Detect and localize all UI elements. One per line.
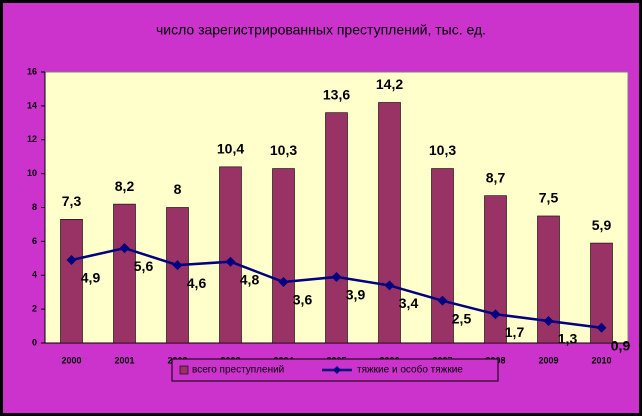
bar [484,195,507,344]
marker [172,260,183,271]
chart-title: число зарегистрированных преступлений, т… [156,22,486,38]
legend-label: тяжкие и особо тяжкие [357,364,463,376]
data-label: 10,3 [429,142,456,158]
marker [278,277,289,288]
marker [119,243,130,254]
data-label: 3,9 [346,287,366,303]
data-label: 10,4 [217,141,244,157]
marker [490,309,501,320]
data-label: 0,9 [611,337,631,353]
data-label: 10,3 [270,142,297,158]
bar [60,219,83,344]
y-tick-label: 6 [32,236,37,246]
data-label: 14,2 [376,76,403,92]
bar [537,215,560,344]
data-label: 5,9 [592,217,612,233]
data-label: 5,6 [134,258,154,274]
x-tick-label: 2009 [538,355,558,365]
legend-label: всего преступлений [192,365,284,376]
y-tick-label: 4 [32,270,37,280]
data-label: 4,9 [81,270,101,286]
bar [113,203,136,344]
data-label: 4,6 [187,275,207,291]
data-label: 3,6 [293,292,313,308]
marker [437,295,448,306]
data-label: 13,6 [323,86,350,102]
y-tick-label: 10 [27,168,37,178]
bar [378,102,401,344]
y-tick-label: 16 [27,66,37,76]
y-tick-label: 8 [32,202,37,212]
data-label: 2,5 [452,310,472,326]
data-label: 3,4 [399,295,419,311]
marker [543,315,554,326]
y-tick-label: 12 [27,134,37,144]
marker [331,271,342,282]
data-label: 1,7 [505,324,525,340]
data-label: 8,2 [115,178,135,194]
legend-marker [333,366,341,374]
x-tick-label: 2000 [61,355,81,365]
x-tick-label: 2010 [591,355,611,365]
marker [66,255,77,266]
y-tick-label: 14 [27,100,37,110]
bar [272,168,295,344]
data-label: 4,8 [240,271,260,287]
bar [590,242,613,344]
marker [596,322,607,333]
data-label: 8,7 [486,169,506,185]
marker [384,280,395,291]
data-label: 7,5 [539,190,559,206]
bar [219,166,242,344]
bar [166,207,189,344]
marker [225,256,236,267]
data-label: 7,3 [62,193,82,209]
legend-swatch [179,365,189,375]
data-label: 8 [174,181,182,197]
y-tick-label: 0 [32,337,37,347]
x-tick-label: 2001 [114,355,134,365]
y-tick-label: 2 [32,304,37,314]
data-label: 1,3 [558,331,578,347]
bar [431,168,454,344]
bar [325,112,348,344]
